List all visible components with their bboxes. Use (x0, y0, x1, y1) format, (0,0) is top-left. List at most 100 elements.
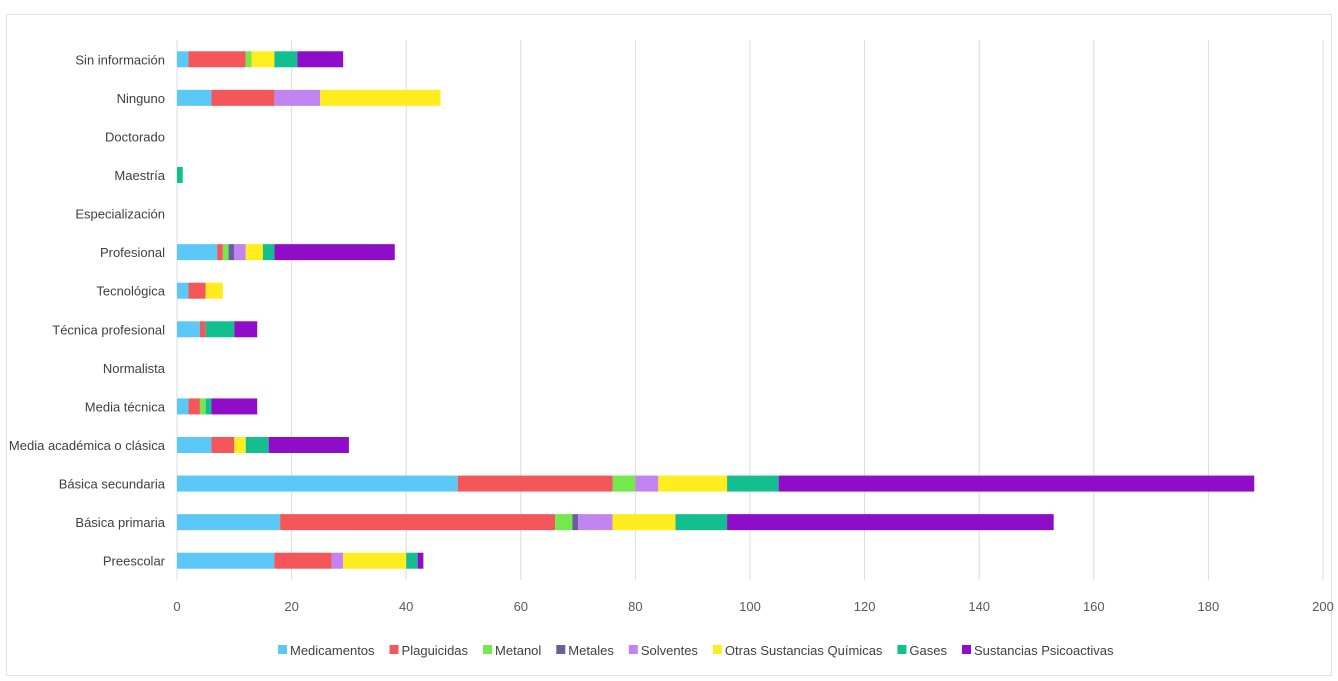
legend-swatch (556, 645, 566, 654)
bar-segment-metanol (612, 475, 636, 492)
legend-item-sustancias-psicoactivas: Sustancias Psicoactivas (962, 643, 1114, 658)
bar-segment-medicamentos (177, 282, 189, 299)
x-tick-label: 160 (1083, 599, 1105, 614)
legend-label: Metanol (495, 643, 541, 658)
bar-segment-medicamentos (177, 514, 281, 531)
bar-segment-solventes (331, 552, 344, 569)
x-tick-label: 140 (968, 599, 990, 614)
legend-item-metanol: Metanol (483, 643, 541, 658)
legend-swatch (962, 645, 971, 654)
bar-segment-sustancias-psicoactivas (297, 51, 344, 68)
bar-segment-plaguicidas (188, 398, 200, 415)
bars-group (177, 51, 1255, 569)
legend-label: Metales (568, 643, 614, 658)
bar-segment-gases (675, 514, 728, 531)
category-label: Maestría (114, 168, 165, 183)
bar-segment-medicamentos (177, 244, 218, 261)
bar-segment-gases (205, 398, 212, 415)
bar-segment-solventes (234, 244, 246, 261)
category-label: Profesional (100, 245, 165, 260)
bar-segment-medicamentos (177, 89, 212, 106)
legend-label: Solventes (641, 643, 699, 658)
bar-segment-plaguicidas (188, 51, 246, 68)
bar-segment-sustancias-psicoactivas (234, 321, 258, 338)
bar-segment-gases (406, 552, 418, 569)
bar-segment-metales (228, 244, 235, 261)
bar-segment-medicamentos (177, 552, 275, 569)
x-tick-label: 0 (173, 599, 180, 614)
bar-segment-solventes (274, 89, 321, 106)
bar-segment-plaguicidas (199, 321, 206, 338)
bar-segment-otras-sustancias-quimicas (343, 552, 407, 569)
bar-segment-otras-sustancias-quimicas (658, 475, 728, 492)
legend-item-gases: Gases (897, 643, 947, 658)
legend-label: Medicamentos (290, 643, 375, 658)
x-tick-label: 120 (854, 599, 876, 614)
bar-segment-gases (205, 321, 235, 338)
legend-label: Plaguicidas (402, 643, 469, 658)
bar-segment-metanol (245, 51, 252, 68)
category-label: Media académica o clásica (9, 438, 166, 453)
bar-segment-otras-sustancias-quimicas (320, 89, 441, 106)
bar-segment-plaguicidas (211, 437, 235, 453)
bar-segment-plaguicidas (188, 282, 206, 299)
x-tick-labels: 0 20 40 60 80 100 120 140 160 180 200 (173, 599, 1333, 614)
x-tick-label: 180 (1198, 599, 1220, 614)
legend-swatch (278, 645, 287, 654)
bar-segment-solventes (635, 475, 659, 492)
legend-label: Gases (909, 643, 947, 658)
category-label: Básica primaria (75, 515, 165, 530)
bar-segment-sustancias-psicoactivas (727, 514, 1054, 531)
legend-swatch (897, 645, 907, 654)
bar-segment-sustancias-psicoactivas (417, 552, 424, 569)
category-label: Sin información (75, 52, 165, 67)
bar-segment-otras-sustancias-quimicas (612, 514, 676, 531)
category-label: Normalista (103, 361, 166, 376)
category-label: Ninguno (117, 91, 165, 106)
bar-segment-gases (274, 51, 298, 68)
legend-item-medicamentos: Medicamentos (278, 643, 375, 658)
bar-segment-medicamentos (177, 51, 189, 68)
chart-frame (6, 14, 1332, 676)
legend-item-solventes: Solventes (628, 643, 699, 658)
bar-segment-gases (262, 244, 275, 261)
bar-segment-medicamentos (177, 475, 458, 492)
bar-segment-sustancias-psicoactivas (268, 437, 349, 453)
legend-label: Otras Sustancias Químicas (725, 643, 883, 658)
legend-swatch (712, 645, 722, 654)
bar-segment-plaguicidas (274, 552, 332, 569)
legend-swatch (628, 645, 638, 654)
legend-item-plaguicidas: Plaguicidas (389, 643, 469, 658)
bar-segment-metales (572, 514, 579, 531)
bar-segment-otras-sustancias-quimicas (234, 437, 246, 453)
legend-label: Sustancias Psicoactivas (974, 643, 1114, 658)
bar-segment-gases (245, 437, 269, 453)
category-label: Preescolar (103, 554, 166, 569)
bar-segment-sustancias-psicoactivas (778, 475, 1255, 492)
bar-segment-otras-sustancias-quimicas (205, 282, 223, 299)
category-label: Especialización (75, 207, 165, 222)
bar-segment-solventes (578, 514, 613, 531)
bar-segment-medicamentos (177, 321, 200, 338)
bar-segment-gases (177, 167, 183, 183)
bar-segment-medicamentos (177, 437, 212, 453)
bar-segment-medicamentos (177, 398, 189, 415)
category-label: Media técnica (85, 399, 166, 414)
legend-swatch (483, 645, 493, 654)
bar-segment-otras-sustancias-quimicas (251, 51, 275, 68)
bar-segment-plaguicidas (211, 89, 275, 106)
x-tick-label: 20 (284, 599, 298, 614)
x-tick-label: 40 (399, 599, 413, 614)
x-tick-label: 60 (514, 599, 528, 614)
category-labels: Preescolar Básica primaria Básica secundar… (9, 52, 166, 568)
legend: Medicamentos Plaguicidas Metanol Metales Sol… (278, 643, 1114, 658)
bar-segment-sustancias-psicoactivas (211, 398, 258, 415)
gridlines (176, 40, 1324, 580)
legend-item-otras-sustancias-quimicas: Otras Sustancias Químicas (712, 643, 883, 658)
category-label: Técnica profesional (52, 322, 165, 337)
bar-segment-plaguicidas (457, 475, 613, 492)
category-label: Básica secundaria (59, 477, 166, 492)
legend-swatch (389, 645, 399, 654)
